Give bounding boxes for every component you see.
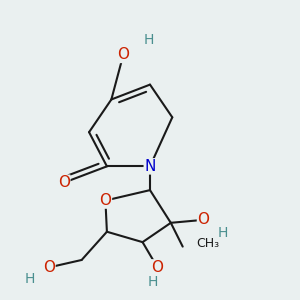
Text: H: H — [24, 272, 35, 286]
Text: H: H — [143, 33, 154, 47]
Text: O: O — [99, 193, 111, 208]
Text: O: O — [197, 212, 209, 227]
Text: O: O — [43, 260, 55, 275]
Text: N: N — [144, 159, 156, 174]
Text: H: H — [148, 275, 158, 289]
Text: O: O — [58, 175, 70, 190]
Text: CH₃: CH₃ — [196, 237, 219, 250]
Text: O: O — [117, 47, 129, 62]
Text: H: H — [218, 226, 228, 240]
Text: O: O — [152, 260, 164, 275]
